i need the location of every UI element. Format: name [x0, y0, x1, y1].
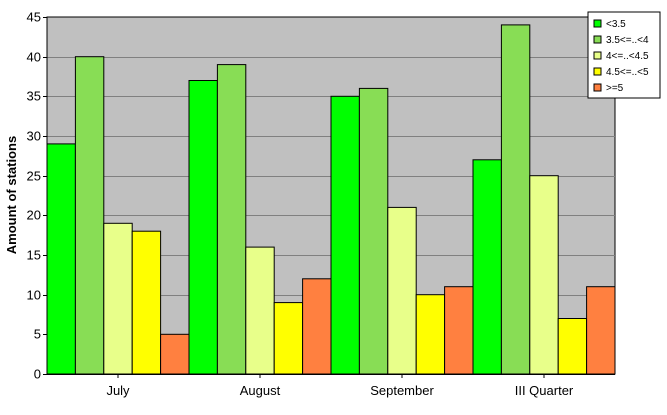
legend-swatch	[593, 67, 602, 76]
bar	[415, 294, 446, 375]
x-tick-label: September	[370, 383, 434, 398]
y-tick-label: 30	[27, 129, 41, 144]
bar	[529, 175, 559, 375]
y-tick-label: 0	[34, 367, 41, 382]
legend-label: 3.5<=..<4	[606, 35, 649, 46]
y-tick-label: 20	[27, 208, 41, 223]
bar	[131, 230, 162, 375]
bar	[302, 278, 332, 375]
legend-label: <3.5	[606, 19, 626, 30]
y-tick-label: 5	[34, 327, 41, 342]
bar	[500, 24, 531, 375]
y-tick-label: 40	[27, 50, 41, 65]
bar	[557, 318, 588, 375]
bar	[387, 206, 417, 375]
bar	[74, 56, 105, 375]
bar	[330, 95, 360, 375]
bars	[46, 24, 616, 375]
y-tick-label: 35	[27, 89, 41, 104]
bar	[472, 159, 502, 375]
y-tick-label: 45	[27, 10, 41, 25]
legend-swatch	[593, 19, 602, 28]
y-tick-label: 15	[27, 248, 41, 263]
bar	[273, 302, 304, 375]
legend-swatch	[593, 51, 602, 60]
bar	[188, 80, 218, 375]
x-tick-label: July	[106, 383, 130, 398]
legend-swatch	[593, 35, 602, 44]
bar	[216, 64, 247, 375]
legend: <3.5 3.5<=..<4 4<=..<4.5 4.5<=..<5 >=5	[587, 11, 661, 99]
axes: 0 5 10 15 20 25 30 35 40 45 July August September III…	[27, 10, 615, 398]
x-tick-label: III Quarter	[515, 383, 574, 398]
y-tick-label: 10	[27, 288, 41, 303]
legend-swatch	[593, 83, 602, 92]
x-tick-label: August	[240, 383, 281, 398]
bar	[46, 143, 76, 375]
legend-label: 4.5<=..<5	[606, 67, 649, 78]
bar	[444, 286, 474, 375]
bar	[103, 222, 133, 375]
bar	[358, 87, 389, 375]
legend-label: 4<=..<4.5	[606, 51, 649, 62]
y-axis-title: Amount of stations	[4, 136, 19, 254]
legend-label: >=5	[606, 83, 624, 94]
y-tick-label: 25	[27, 169, 41, 184]
bar	[245, 246, 275, 375]
bar	[160, 333, 190, 375]
bar	[586, 286, 616, 375]
